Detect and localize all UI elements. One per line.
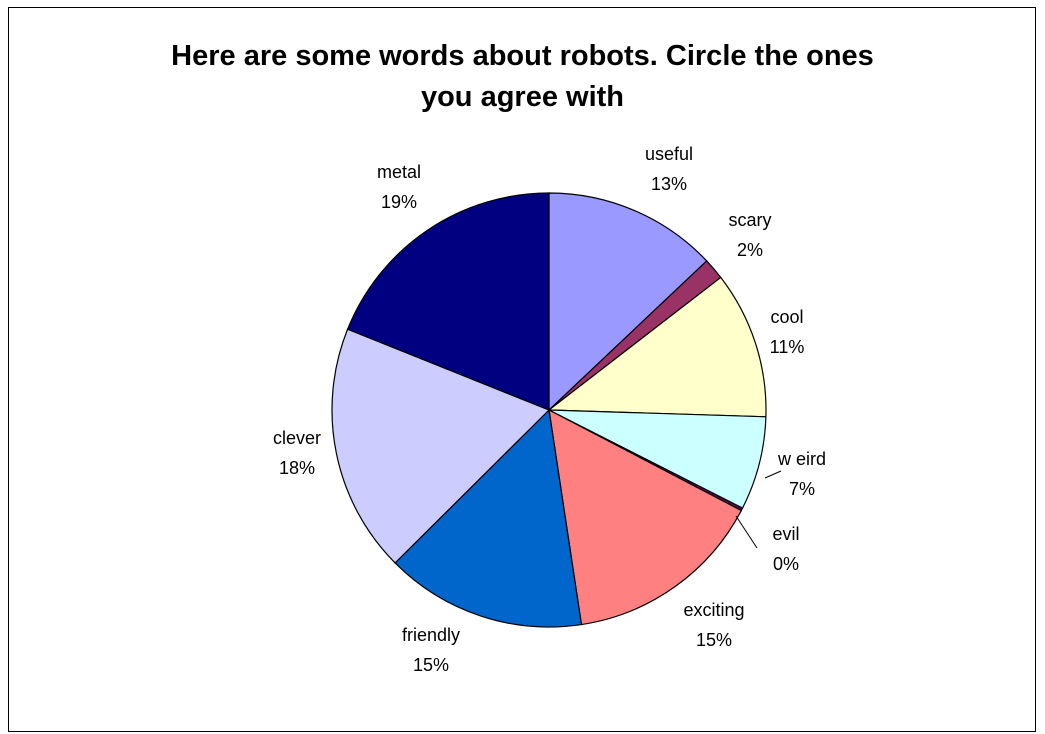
slice-label-clever: clever <box>273 428 321 448</box>
pie-slice-friendly <box>394 408 583 628</box>
slice-label-weird: w eird <box>777 449 826 469</box>
chart-title-line-2: you agree with <box>420 81 625 113</box>
slice-label-cool: cool <box>770 307 803 327</box>
slice-label-evil: evil <box>772 524 799 544</box>
slice-percent-scary: 2% <box>737 240 763 260</box>
leader-line-weird <box>764 470 782 479</box>
slice-label-useful: useful <box>645 144 693 164</box>
slice-label-exciting: exciting <box>683 600 744 620</box>
pie-slice-cool <box>547 276 767 418</box>
pie-slice-useful <box>548 192 708 412</box>
pie-slice-clever <box>331 328 551 564</box>
slice-percent-clever: 18% <box>279 458 315 478</box>
slice-percent-cool: 11% <box>770 337 805 357</box>
pie-slice-exciting <box>548 408 743 626</box>
slice-label-scary: scary <box>728 210 771 230</box>
slice-percent-friendly: 15% <box>413 655 449 675</box>
slice-label-metal: metal <box>377 162 421 182</box>
leader-line-evil <box>735 515 758 549</box>
slice-percent-evil: 0% <box>773 554 799 574</box>
slice-label-friendly: friendly <box>402 625 460 645</box>
pie-slice-metal <box>346 192 550 411</box>
slice-percent-weird: 7% <box>789 479 815 499</box>
slice-percent-exciting: 15% <box>696 630 732 650</box>
slice-percent-useful: 13% <box>651 174 687 194</box>
chart-title-line-1: Here are some words about robots. Circle… <box>171 40 874 72</box>
slice-percent-metal: 19% <box>381 192 417 212</box>
